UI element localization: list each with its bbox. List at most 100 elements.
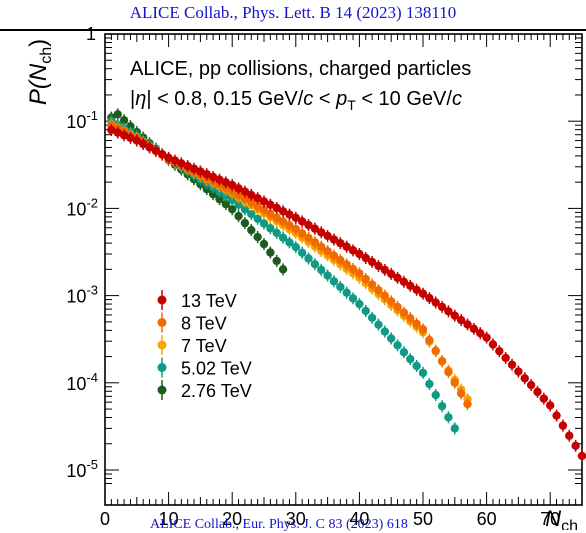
data-point: [266, 224, 275, 233]
data-point: [234, 200, 243, 209]
data-point: [132, 136, 141, 145]
data-point: [399, 308, 409, 317]
data-point: [361, 253, 370, 263]
data-point: [450, 424, 459, 433]
data-point: [278, 217, 288, 226]
data-point: [495, 346, 504, 356]
data-point: [304, 233, 313, 243]
data-point: [177, 159, 186, 168]
data-point: [228, 204, 237, 214]
data-point: [399, 348, 409, 357]
legend-marker: [157, 340, 167, 350]
data-point: [317, 242, 326, 251]
data-point: [444, 367, 453, 377]
data-point: [418, 325, 428, 334]
data-point: [425, 335, 434, 345]
data-point: [240, 218, 250, 228]
data-point: [247, 198, 256, 207]
data-point: [285, 238, 294, 247]
data-point: [437, 357, 447, 366]
data-point: [240, 205, 250, 214]
data-point: [336, 255, 345, 265]
data-point: [450, 378, 459, 387]
data-point: [221, 178, 231, 187]
data-point: [412, 319, 421, 328]
data-point: [425, 379, 434, 389]
data-point: [304, 220, 313, 230]
data-point: [234, 190, 243, 200]
data-point: [291, 213, 300, 223]
data-point: [577, 451, 586, 461]
data-point: [374, 261, 383, 271]
data-point: [285, 210, 294, 219]
data-point: [228, 195, 237, 205]
data-point: [469, 324, 479, 334]
x-tick-label: 20: [222, 509, 242, 529]
data-point: [119, 131, 129, 140]
data-point: [234, 184, 243, 193]
data-point: [533, 387, 542, 397]
x-tick-label: 50: [413, 509, 433, 529]
annotation-cuts: |η| < 0.8, 0.15 GeV/c < pT < 10 GeV/c: [130, 88, 462, 113]
data-point: [259, 197, 269, 206]
data-point: [393, 341, 402, 350]
data-point: [278, 233, 288, 242]
data-point: [297, 248, 307, 257]
data-point: [317, 265, 326, 275]
data-point: [247, 190, 256, 200]
data-point: [329, 235, 339, 244]
legend-marker: [157, 295, 167, 305]
data-point: [278, 265, 288, 274]
data-point: [208, 189, 218, 199]
data-point: [374, 320, 383, 329]
data-point: [189, 164, 199, 173]
data-point: [221, 199, 231, 209]
data-point: [571, 441, 580, 451]
data-point: [380, 291, 390, 300]
legend-label: 13 TeV: [181, 291, 237, 311]
data-point: [539, 394, 549, 403]
data-point: [482, 333, 491, 342]
data-point: [552, 411, 561, 420]
legend-marker: [157, 385, 167, 395]
data-point: [259, 205, 269, 215]
data-point: [431, 346, 440, 355]
data-point: [507, 360, 517, 369]
data-point: [310, 224, 320, 233]
data-point: [253, 232, 262, 242]
data-point: [272, 228, 281, 238]
data-point: [240, 194, 250, 203]
y-tick-label: 10-2: [66, 195, 98, 219]
data-point: [355, 299, 364, 309]
data-point: [215, 175, 224, 184]
legend-label: 7 TeV: [181, 336, 227, 356]
x-tick-label: 60: [477, 509, 497, 529]
data-point: [240, 187, 250, 196]
data-point: [488, 340, 498, 349]
data-point: [291, 242, 300, 252]
data-point: [406, 281, 415, 291]
data-point: [463, 320, 472, 329]
data-point: [138, 139, 148, 149]
data-point: [304, 254, 313, 263]
legend-label: 8 TeV: [181, 314, 227, 334]
data-point: [215, 194, 224, 204]
data-point: [145, 143, 154, 152]
data-point: [476, 329, 485, 338]
data-point: [342, 288, 351, 297]
data-point: [107, 125, 116, 135]
header-bar: [0, 0, 586, 31]
data-point: [558, 421, 568, 430]
data-point: [520, 374, 529, 383]
x-tick-label: 70: [540, 509, 560, 529]
data-point: [158, 150, 167, 159]
data-point: [323, 246, 332, 256]
data-point: [444, 413, 453, 422]
data-point: [259, 219, 269, 228]
y-tick-label: 10-3: [66, 283, 98, 307]
y-tick-label: 10-5: [66, 457, 98, 481]
data-point: [228, 180, 237, 190]
data-point: [221, 191, 231, 201]
annotation-title: ALICE, pp collisions, charged particles: [130, 58, 471, 80]
data-point: [425, 293, 434, 303]
